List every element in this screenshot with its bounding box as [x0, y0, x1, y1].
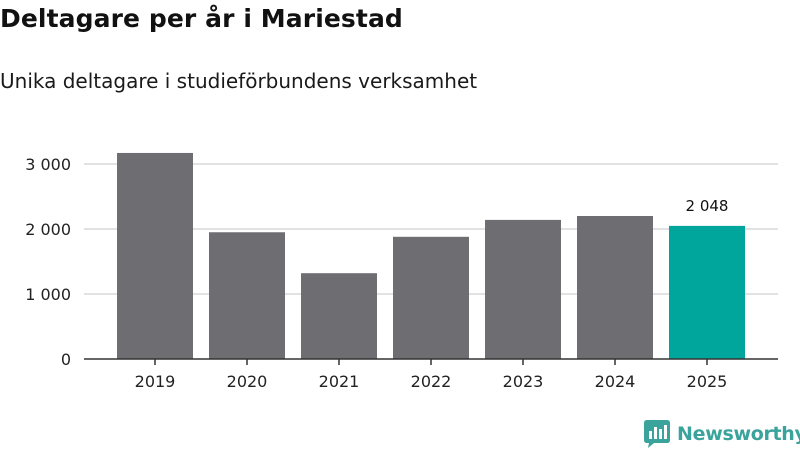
- y-axis-ticks: 0 1 000 2 000 3 000: [25, 155, 71, 369]
- newsworthy-logo-icon: [644, 420, 670, 448]
- bar-2024: [577, 216, 653, 359]
- bar-2023: [485, 219, 561, 359]
- bar-2019: [117, 152, 193, 359]
- x-tick-label: 2024: [595, 372, 636, 391]
- x-tick-label: 2019: [135, 372, 176, 391]
- x-tick-label: 2021: [319, 372, 360, 391]
- data-labels: 2 048: [686, 197, 729, 215]
- bar-2025: [669, 225, 745, 359]
- data-label: 2 048: [686, 197, 729, 215]
- bar-2020: [209, 232, 285, 359]
- x-tick-label: 2022: [411, 372, 452, 391]
- bar-2021: [301, 273, 377, 359]
- x-tick-label: 2023: [503, 372, 544, 391]
- newsworthy-logo: Newsworthy: [644, 420, 800, 448]
- y-tick-label: 0: [61, 350, 71, 369]
- y-tick-label: 3 000: [25, 155, 71, 174]
- bars: [117, 152, 745, 359]
- chart-subtitle: Unika deltagare i studieförbundens verks…: [0, 69, 478, 93]
- y-tick-label: 1 000: [25, 285, 71, 304]
- y-tick-label: 2 000: [25, 220, 71, 239]
- x-tick-label: 2020: [227, 372, 268, 391]
- x-tick-label: 2025: [687, 372, 728, 391]
- x-axis-ticks: 2019 2020 2021 2022 2023 2024 2025: [135, 359, 728, 391]
- chart-title: Deltagare per år i Mariestad: [0, 4, 403, 33]
- bar-2022: [393, 236, 469, 359]
- brand-name: Newsworthy: [677, 423, 800, 445]
